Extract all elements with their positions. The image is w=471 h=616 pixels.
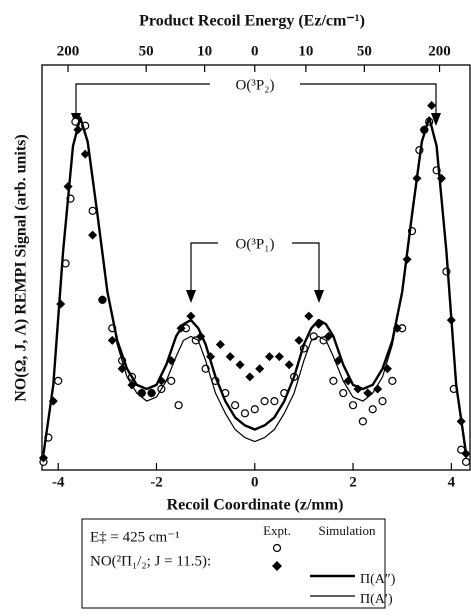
expt-point bbox=[167, 376, 176, 385]
expt-point bbox=[80, 149, 90, 159]
expt-point bbox=[255, 364, 265, 374]
simulation-line bbox=[42, 117, 467, 454]
plot-frame bbox=[41, 64, 471, 471]
legend-symbol bbox=[272, 561, 282, 571]
expt-point bbox=[348, 401, 358, 410]
expt-point bbox=[260, 397, 269, 406]
expt-point bbox=[107, 335, 117, 345]
expt-point bbox=[186, 311, 196, 321]
y-axis-label: NO(Ω, J, Λ) REMPI Signal (arb. units) bbox=[13, 134, 30, 401]
expt-point bbox=[427, 101, 437, 110]
bracket bbox=[190, 242, 320, 300]
expt-point bbox=[250, 405, 259, 414]
arrowheads bbox=[71, 113, 441, 126]
legend-row: Π(A′) bbox=[360, 592, 393, 607]
arrowheads bbox=[186, 290, 324, 303]
expt-point bbox=[329, 376, 338, 385]
top-tick-label: 10 bbox=[197, 43, 212, 59]
legend-text: NO(²Π₁/₂; J = 11.5): bbox=[90, 553, 211, 569]
expt-point bbox=[38, 453, 48, 463]
expt-point bbox=[378, 397, 387, 406]
expt-point bbox=[245, 372, 255, 382]
x-tick-label: 4 bbox=[448, 474, 456, 490]
expt-point bbox=[270, 397, 279, 406]
legend-box bbox=[81, 518, 386, 609]
expt-point bbox=[56, 299, 66, 309]
top-tick-label: 200 bbox=[428, 43, 451, 59]
expt-point bbox=[231, 401, 240, 410]
expt-point bbox=[215, 339, 225, 349]
expt-point bbox=[284, 360, 294, 370]
top-tick-label: 50 bbox=[357, 43, 372, 59]
top-axis-label: Product Recoil Energy (Ez/cm⁻¹) bbox=[139, 13, 365, 30]
expt-point bbox=[461, 457, 471, 466]
x-tick-label: -4 bbox=[52, 474, 65, 490]
expt-point bbox=[373, 384, 383, 394]
annotation: O(³P₂) bbox=[236, 77, 275, 93]
legend-row: Π(A″) bbox=[360, 572, 396, 587]
expt-point bbox=[225, 352, 235, 362]
expt-point bbox=[137, 388, 147, 398]
expt-point bbox=[358, 417, 367, 426]
x-tick-label: -2 bbox=[150, 474, 163, 490]
bracket bbox=[75, 83, 437, 123]
expt-point bbox=[265, 352, 275, 362]
legend-symbol bbox=[272, 543, 282, 553]
expt-point bbox=[88, 230, 98, 240]
x-axis-label: Recoil Coordinate (z/mm) bbox=[167, 497, 344, 514]
top-tick-label: 200 bbox=[57, 43, 80, 59]
x-tick-label: 0 bbox=[251, 474, 259, 490]
annotation: O(³P₁) bbox=[236, 236, 275, 252]
expt-point bbox=[54, 376, 63, 385]
legend-column: Expt. bbox=[263, 523, 291, 538]
expt-point bbox=[368, 405, 377, 414]
top-tick-label: 10 bbox=[298, 43, 313, 59]
expt-point bbox=[294, 335, 304, 345]
expt-point bbox=[235, 360, 245, 370]
expt-point bbox=[339, 388, 348, 398]
top-tick-label: 0 bbox=[251, 43, 259, 59]
expt-point bbox=[240, 409, 250, 418]
expt-point bbox=[304, 311, 314, 321]
legend-text: E‡ = 425 cm⁻¹ bbox=[90, 529, 180, 545]
legend-column: Simulation bbox=[318, 523, 376, 538]
x-tick-label: 2 bbox=[349, 474, 357, 490]
expt-point bbox=[88, 206, 97, 215]
expt-point bbox=[147, 388, 157, 398]
expt-point bbox=[274, 352, 284, 362]
expt-point bbox=[174, 401, 183, 410]
expt-point bbox=[97, 295, 107, 305]
top-tick-label: 50 bbox=[139, 43, 154, 59]
expt-point bbox=[363, 388, 373, 398]
expt-point bbox=[388, 376, 397, 385]
